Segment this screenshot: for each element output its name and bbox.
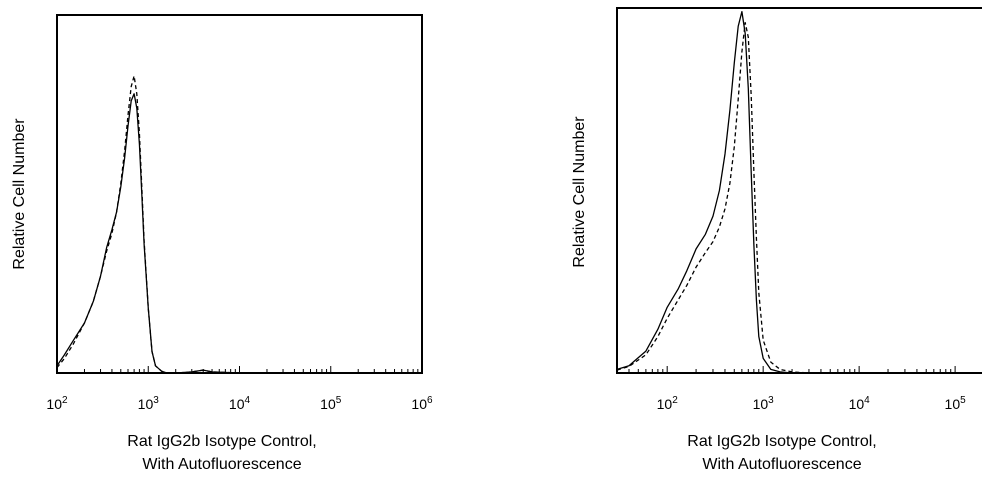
tick-label-exponent: 3 (153, 395, 159, 406)
tick-label-exponent: 2 (672, 395, 678, 406)
histogram-panel-left: 102 103 104 105 106 Relative Cell Number Rat… (11, 14, 433, 473)
tick-label-base: 10 (849, 396, 865, 412)
tick-label-base: 10 (46, 396, 62, 412)
x-tick-label: 104 (849, 395, 871, 412)
x-tick-label: 105 (320, 395, 342, 412)
histogram-line-dashed (56, 75, 422, 374)
tick-label-exponent: 4 (864, 395, 870, 406)
tick-label-base: 10 (657, 396, 673, 412)
histogram-line-dashed (616, 21, 982, 374)
x-tick-label: 105 (945, 395, 967, 412)
tick-label-base: 10 (320, 396, 336, 412)
y-axis-label: Relative Cell Number (571, 116, 588, 268)
series-group (616, 10, 982, 374)
x-axis-tick-labels: 102 103 104 105 106 (46, 395, 433, 412)
tick-label-base: 10 (945, 396, 961, 412)
series-group (56, 75, 422, 374)
x-axis-label-line-1: Rat IgG2b Isotype Control, (127, 433, 316, 450)
plot-frame (616, 7, 982, 374)
tick-label-exponent: 2 (62, 395, 68, 406)
y-axis-label: Relative Cell Number (11, 118, 28, 270)
x-axis-tick-labels: 102 103 104 105 (657, 395, 967, 412)
histogram-panel-right: 102 103 104 105 Relative Cell Number Rat Ig… (571, 7, 982, 473)
tick-label-exponent: 3 (768, 395, 774, 406)
tick-label-base: 10 (229, 396, 245, 412)
x-axis-ticks (616, 366, 956, 373)
x-axis-ticks (56, 366, 423, 373)
x-tick-label: 103 (753, 395, 775, 412)
tick-label-exponent: 5 (960, 395, 966, 406)
x-tick-label: 102 (46, 395, 68, 412)
x-tick-label: 103 (138, 395, 160, 412)
tick-label-base: 10 (138, 396, 154, 412)
x-tick-label: 102 (657, 395, 679, 412)
tick-label-exponent: 6 (427, 395, 433, 406)
tick-label-exponent: 4 (245, 395, 251, 406)
x-tick-label: 106 (411, 395, 433, 412)
tick-label-base: 10 (753, 396, 769, 412)
tick-label-base: 10 (411, 396, 427, 412)
x-tick-label: 104 (229, 395, 251, 412)
x-axis-label-line-2: With Autofluorescence (702, 456, 861, 473)
x-axis-label-line-2: With Autofluorescence (142, 456, 301, 473)
histogram-line-solid (616, 10, 982, 374)
histogram-line-solid (56, 93, 422, 374)
x-axis-label-line-1: Rat IgG2b Isotype Control, (687, 433, 876, 450)
tick-label-exponent: 5 (336, 395, 342, 406)
plot-frame (56, 14, 423, 374)
